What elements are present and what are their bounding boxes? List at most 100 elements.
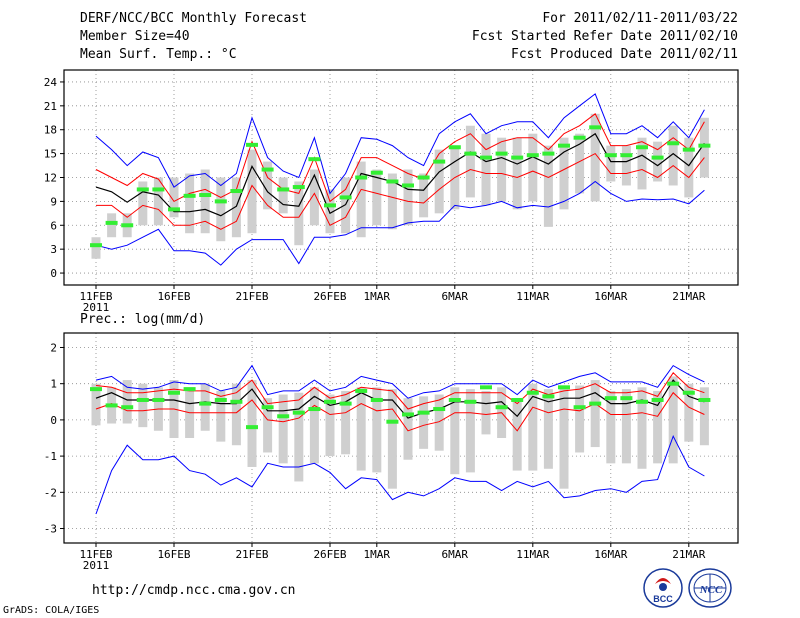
prec-marker xyxy=(417,410,430,415)
temp-marker xyxy=(230,189,243,194)
temp-min-line xyxy=(95,180,705,266)
temp-y-tick-label: 6 xyxy=(50,219,57,232)
prec-marker xyxy=(261,405,274,410)
source-url[interactable]: http://cmdp.ncc.cma.gov.cn xyxy=(92,583,296,598)
prec-spread-box xyxy=(450,387,460,475)
prec-spread-box xyxy=(200,383,210,431)
prec-y-tick-label: -1 xyxy=(44,450,57,463)
prec-marker xyxy=(636,399,648,404)
temp-lower-line xyxy=(96,152,705,230)
prec-spread-box xyxy=(138,383,148,428)
temp-spread-box xyxy=(91,237,101,259)
temp-spread-box xyxy=(169,177,179,218)
prec-spread-box xyxy=(590,380,600,448)
temp-spread-box xyxy=(153,177,163,226)
prec-x-tick-label: 1MAR xyxy=(364,548,391,561)
temp-spread-box xyxy=(575,133,585,194)
temp-marker xyxy=(604,153,617,158)
prec-spread-box xyxy=(309,387,319,464)
prec-marker xyxy=(90,387,102,392)
prec-x-tick-label: 11MAR xyxy=(516,548,549,561)
temp-marker xyxy=(464,151,477,156)
prec-spread-box xyxy=(91,383,101,426)
prec-marker xyxy=(604,396,617,401)
temp-marker xyxy=(698,143,711,148)
prec-y-tick-label: -3 xyxy=(44,523,57,536)
temp-marker xyxy=(136,187,149,192)
prec-x-tick-label: 16FEB xyxy=(157,548,190,561)
prec-mean-line xyxy=(95,379,705,419)
temp-spread-box xyxy=(325,189,335,234)
prec-marker xyxy=(183,387,196,392)
produced-date: Fcst Produced Date 2011/02/11 xyxy=(511,47,738,62)
prec-spread-box xyxy=(231,383,241,446)
prec-marker xyxy=(386,419,399,424)
prec-marker xyxy=(324,399,336,404)
temp-spread-box xyxy=(231,177,241,238)
prec-spread-box xyxy=(621,389,631,464)
prec-spread-box xyxy=(543,389,553,469)
prec-marker xyxy=(620,396,633,401)
temp-marker xyxy=(511,155,524,160)
temp-spread-box xyxy=(294,181,304,246)
prec-spread-box xyxy=(341,390,351,455)
member-size: Member Size=40 xyxy=(80,29,190,44)
prec-x-tick-label: 26FEB xyxy=(313,548,346,561)
prec-marker xyxy=(230,399,243,404)
temp-marker xyxy=(121,223,134,228)
prec-marker xyxy=(292,410,305,415)
temp-spread-box xyxy=(559,137,569,210)
temp-spread-box xyxy=(372,169,382,226)
prec-spread-box xyxy=(356,387,366,471)
prec-spread-box xyxy=(419,396,429,449)
prec-min-line xyxy=(95,434,705,515)
temp-spread-box xyxy=(309,169,319,226)
prec-max-line xyxy=(95,364,705,399)
temp-spread-box xyxy=(497,137,507,202)
prec-frame xyxy=(63,332,739,544)
temp-marker xyxy=(620,153,633,158)
temp-marker xyxy=(261,167,274,172)
prec-spread-box xyxy=(575,385,585,453)
prec-year-label: 2011 xyxy=(83,559,110,572)
temp-marker xyxy=(402,183,414,188)
prec-marker xyxy=(308,407,321,412)
temp-year-label: 2011 xyxy=(83,301,110,314)
temp-spread-box xyxy=(263,161,273,210)
prec-spread-box xyxy=(325,394,335,457)
prec-marker xyxy=(526,390,539,395)
temp-marker xyxy=(558,143,570,148)
prec-marker xyxy=(698,397,711,402)
prec-lower-line xyxy=(95,391,705,432)
prec-spread-box xyxy=(294,392,304,482)
prec-spread-box xyxy=(465,389,475,473)
forecast-period: For 2011/02/11-2011/03/22 xyxy=(542,11,738,26)
prec-marker xyxy=(121,405,134,410)
temp-spread-box xyxy=(278,177,288,214)
temp-marker xyxy=(682,147,695,152)
temp-spread-box xyxy=(403,169,413,226)
variable-label: Mean Surf. Temp.: °C xyxy=(80,47,237,62)
prec-marker xyxy=(370,397,383,402)
prec-marker xyxy=(667,381,680,386)
ncc-logo: NCC xyxy=(688,568,732,608)
prec-panel: -3 -2 -1 0 1 2 11FEB 16FEB 21FEB 26FEB 1MAR 6MAR 11M… xyxy=(44,332,739,572)
temp-marker xyxy=(246,142,258,147)
temp-marker xyxy=(370,170,383,175)
temp-spread-box xyxy=(512,137,522,210)
prec-marker xyxy=(495,405,508,410)
temp-spread-box xyxy=(138,181,148,226)
prec-spread-box xyxy=(481,390,491,435)
prec-spread-box xyxy=(247,380,257,467)
prec-marker xyxy=(168,390,180,395)
temp-spread-box xyxy=(107,213,117,238)
temp-spread-box xyxy=(200,169,210,234)
temp-x-tick-label: 1MAR xyxy=(364,290,391,303)
prec-panel-title: Prec.: log(mm/d) xyxy=(80,312,205,327)
temp-marker xyxy=(495,151,508,156)
ncc-logo-text: NCC xyxy=(699,584,723,596)
temp-marker xyxy=(651,155,664,160)
temp-spread-box xyxy=(247,149,257,234)
temp-spread-box xyxy=(590,113,600,202)
